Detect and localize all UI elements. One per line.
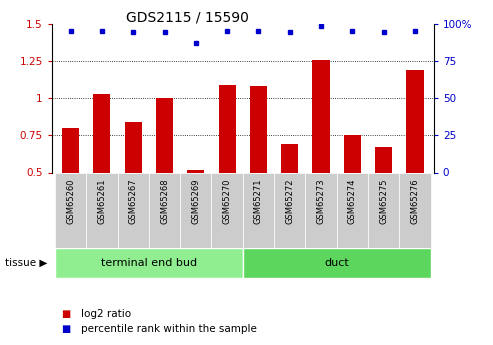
Bar <box>62 128 79 172</box>
Bar <box>55 248 243 278</box>
Text: GSM65276: GSM65276 <box>411 179 420 224</box>
Bar <box>337 172 368 248</box>
Bar <box>149 172 180 248</box>
Bar <box>406 70 423 172</box>
Bar <box>375 147 392 172</box>
Text: GSM65260: GSM65260 <box>66 179 75 224</box>
Bar <box>368 172 399 248</box>
Text: GDS2115 / 15590: GDS2115 / 15590 <box>126 10 249 24</box>
Bar <box>125 122 142 172</box>
Text: GSM65268: GSM65268 <box>160 179 169 224</box>
Bar <box>243 172 274 248</box>
Bar <box>313 60 330 172</box>
Bar <box>211 172 243 248</box>
Bar <box>117 172 149 248</box>
Bar <box>180 172 211 248</box>
Bar <box>93 94 110 172</box>
Text: ■: ■ <box>62 309 71 319</box>
Bar <box>86 172 117 248</box>
Text: GSM65269: GSM65269 <box>191 179 200 224</box>
Text: terminal end bud: terminal end bud <box>101 258 197 268</box>
Bar <box>243 248 431 278</box>
Bar <box>187 169 205 172</box>
Bar <box>156 98 173 172</box>
Text: log2 ratio: log2 ratio <box>81 309 132 319</box>
Bar <box>344 135 361 172</box>
Text: percentile rank within the sample: percentile rank within the sample <box>81 325 257 334</box>
Text: GSM65270: GSM65270 <box>223 179 232 224</box>
Text: duct: duct <box>324 258 349 268</box>
Text: ■: ■ <box>62 325 71 334</box>
Text: GSM65271: GSM65271 <box>254 179 263 224</box>
Bar <box>306 172 337 248</box>
Text: GSM65273: GSM65273 <box>317 179 325 224</box>
Text: GSM65275: GSM65275 <box>379 179 388 224</box>
Bar <box>274 172 306 248</box>
Text: tissue ▶: tissue ▶ <box>5 258 47 268</box>
Text: GSM65274: GSM65274 <box>348 179 357 224</box>
Bar <box>218 85 236 172</box>
Bar <box>250 87 267 172</box>
Bar <box>399 172 431 248</box>
Bar <box>281 144 298 172</box>
Text: GSM65272: GSM65272 <box>285 179 294 224</box>
Bar <box>55 172 86 248</box>
Text: GSM65261: GSM65261 <box>98 179 106 224</box>
Text: GSM65267: GSM65267 <box>129 179 138 224</box>
